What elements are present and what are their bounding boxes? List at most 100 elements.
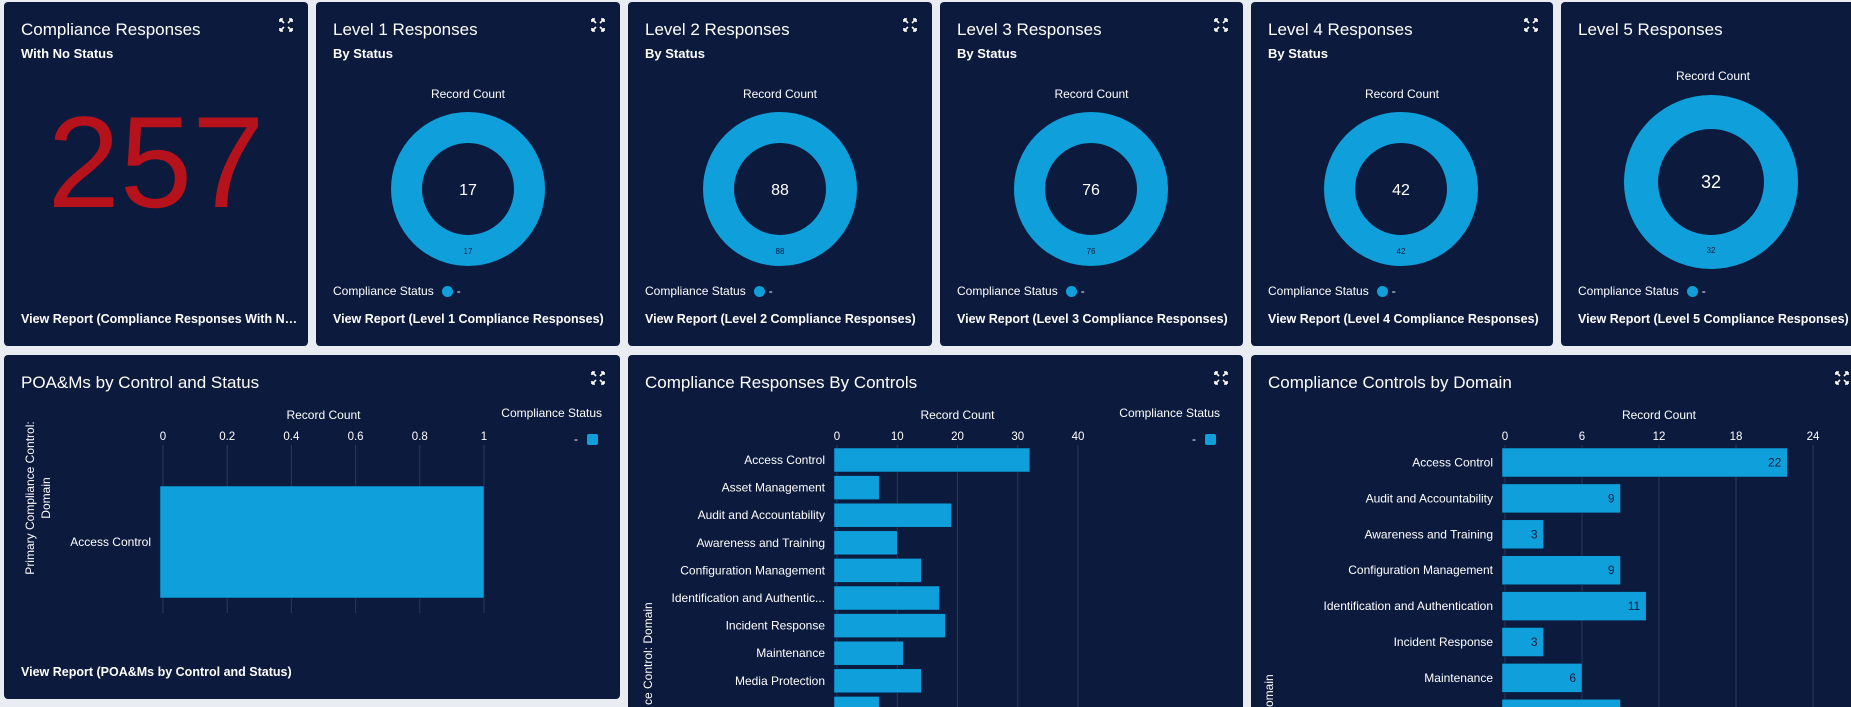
view-report-link[interactable]: View Report (Level 1 Compliance Response…	[333, 312, 604, 326]
value-label: 3	[1531, 635, 1538, 649]
axis-label: Record Count	[742, 87, 818, 101]
y-axis-title: Primary Compliance Control: Domain	[23, 421, 53, 574]
tick-label: 0	[1502, 431, 1508, 443]
bar[interactable]	[1501, 663, 1583, 693]
legend-swatch-icon	[587, 434, 598, 445]
donut-chart: 17 17	[391, 112, 545, 266]
legend-swatch-icon	[1205, 434, 1216, 445]
category-label: Identification and Authentication	[1324, 599, 1493, 613]
category-label: Incident Response	[726, 619, 826, 633]
card-by-controls: Compliance Responses By Controls Record …	[628, 355, 1243, 707]
y-axis-title-line: Primary Compliance Control:	[23, 421, 37, 574]
tick-label: 10	[891, 431, 904, 443]
category-label: Access Control	[1412, 456, 1493, 470]
bar[interactable]	[833, 558, 922, 583]
view-report-link[interactable]: View Report (Compliance Responses With N…	[21, 312, 299, 326]
expand-icon[interactable]	[903, 18, 917, 32]
view-report-link[interactable]: View Report (Level 3 Compliance Response…	[957, 312, 1228, 326]
view-report-link[interactable]: View Report (Level 2 Compliance Response…	[645, 312, 916, 326]
bar[interactable]	[1501, 519, 1544, 550]
donut-slice[interactable]	[1624, 95, 1798, 269]
bar-chart: Record Count 0 6 12 18 24 Access Control 22 Audi…	[1262, 408, 1820, 707]
tick-label: 20	[951, 431, 964, 443]
card-level3: Level 3 Responses By Status Record Count…	[940, 2, 1243, 346]
card-title: Level 1 Responses	[333, 20, 478, 39]
view-report-link[interactable]: View Report (Level 5 Compliance Response…	[1578, 312, 1849, 326]
category-label: Awareness and Training	[1364, 527, 1493, 541]
bar[interactable]	[833, 475, 880, 500]
legend: Compliance Status -	[957, 284, 1085, 298]
expand-icon[interactable]	[591, 18, 605, 32]
category-label: Identification and Authentic...	[672, 591, 825, 605]
card-title: Compliance Controls by Domain	[1268, 373, 1512, 392]
expand-icon[interactable]	[279, 18, 293, 32]
category-label: Access Control	[70, 535, 151, 549]
bar[interactable]	[1501, 447, 1788, 478]
bar-chart: Record Count 0 0.2 0.4 0.6 0.8 1 Access Control…	[23, 406, 602, 613]
card-title: Level 2 Responses	[645, 20, 790, 39]
legend-dot-icon[interactable]	[441, 286, 453, 297]
bar[interactable]	[1501, 483, 1621, 514]
bar[interactable]	[833, 585, 940, 611]
expand-icon[interactable]	[591, 371, 605, 385]
slice-label: 32	[1707, 246, 1716, 255]
card-title: Compliance Responses By Controls	[645, 373, 918, 392]
donut-chart: 32 32	[1624, 95, 1798, 269]
legend-dot-icon[interactable]	[1065, 286, 1077, 297]
bar[interactable]	[159, 485, 485, 599]
value-label: 9	[1608, 491, 1615, 505]
tick-label: 30	[1011, 431, 1024, 443]
y-axis-title: ce Control: Domain	[641, 602, 655, 705]
bar[interactable]	[833, 613, 946, 638]
card-title: Level 3 Responses	[957, 20, 1102, 39]
legend-title: Compliance Status	[333, 284, 434, 298]
donut-total: 88	[771, 182, 789, 199]
card-title: Compliance Responses	[21, 20, 201, 39]
bar[interactable]	[833, 696, 880, 707]
x-axis-title: Record Count	[920, 408, 995, 422]
legend-title: Compliance Status	[645, 284, 746, 298]
bar[interactable]	[833, 447, 1031, 473]
axis-label: Record Count	[1675, 69, 1751, 83]
bar[interactable]	[1501, 555, 1621, 585]
value-label: 6	[1569, 671, 1576, 685]
donut-slice[interactable]	[703, 112, 857, 266]
bar[interactable]	[833, 668, 922, 694]
legend-dot-icon[interactable]	[753, 286, 765, 297]
slice-label: 17	[464, 247, 473, 256]
bar[interactable]	[1501, 699, 1621, 707]
tick-label: 0.8	[412, 431, 428, 443]
expand-icon[interactable]	[1214, 18, 1228, 32]
donut-total: 32	[1701, 172, 1721, 192]
donut-slice[interactable]	[1324, 112, 1478, 266]
bar[interactable]	[1501, 591, 1647, 621]
axis-label: Record Count	[430, 87, 506, 101]
legend-dot-icon[interactable]	[1376, 286, 1388, 297]
legend-entry: -	[574, 432, 578, 446]
bar[interactable]	[833, 502, 952, 528]
donut-total: 76	[1082, 182, 1100, 199]
bar[interactable]	[1501, 627, 1544, 657]
legend-value: -	[1391, 284, 1396, 298]
donut-chart: 76 76	[1014, 112, 1168, 266]
card-subtitle: By Status	[1268, 46, 1328, 61]
view-report-link[interactable]: View Report (Level 4 Compliance Response…	[1268, 312, 1539, 326]
bar[interactable]	[833, 640, 904, 666]
value-label: 9	[1608, 563, 1615, 577]
category-label: Media Protection	[735, 674, 825, 688]
donut-slice[interactable]	[391, 112, 545, 266]
donut-slice[interactable]	[1014, 112, 1168, 266]
expand-icon[interactable]	[1524, 18, 1538, 32]
value-label: 11	[1628, 599, 1641, 613]
category-label: Access Control	[744, 453, 825, 467]
bar[interactable]	[833, 530, 898, 556]
category-label: Configuration Management	[680, 563, 825, 577]
donut-chart: 88 88	[703, 112, 857, 266]
view-report-link[interactable]: View Report (POA&Ms by Control and Statu…	[21, 665, 292, 679]
card-by-domain: Compliance Controls by Domain Record Cou…	[1251, 355, 1851, 707]
legend-dot-icon[interactable]	[1686, 286, 1698, 297]
card-level1: Level 1 Responses By Status Record Count…	[316, 2, 620, 346]
expand-icon[interactable]	[1214, 371, 1228, 385]
category-label: Configuration Management	[1348, 563, 1493, 577]
expand-icon[interactable]	[1835, 371, 1849, 385]
